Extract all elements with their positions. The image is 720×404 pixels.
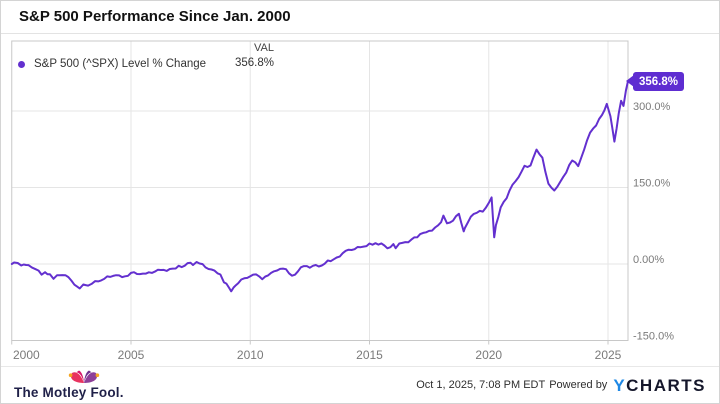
y-axis-label: 300.0% (633, 101, 671, 113)
x-axis-label: 2000 (13, 348, 40, 362)
x-axis-label: 2005 (118, 348, 145, 362)
legend-row: S&P 500 (^SPX) Level % Change (18, 57, 206, 71)
legend-series-label: S&P 500 (^SPX) Level % Change (34, 58, 207, 70)
plot-border (11, 40, 629, 341)
y-axis-label: 150.0% (633, 178, 671, 190)
motley-fool-jester-hat-icon (68, 370, 100, 383)
x-axis-label: 2020 (475, 348, 502, 362)
x-axis-label: 2015 (356, 348, 383, 362)
legend-val-header: VAL (254, 42, 274, 54)
title-bar: S&P 500 Performance Since Jan. 2000 (1, 1, 719, 34)
last-value-badge: 356.8% (626, 72, 684, 91)
ycharts-logo[interactable]: YCHARTS (613, 377, 706, 394)
powered-by-label: Powered by (549, 379, 608, 391)
y-axis-label: -150.0% (633, 331, 674, 343)
footer: The Motley Fool. Oct 1, 2025, 7:08 PM ED… (1, 366, 719, 403)
y-axis-label: 0.00% (633, 254, 664, 266)
series-dot-icon (18, 60, 25, 68)
chart-title: S&P 500 Performance Since Jan. 2000 (19, 8, 291, 25)
timestamp: Oct 1, 2025, 7:08 PM EDT (416, 379, 546, 391)
ycharts-logo-charts: CHARTS (626, 375, 706, 395)
ycharts-logo-y: Y (613, 375, 627, 395)
footer-right: Oct 1, 2025, 7:08 PM EDT Powered by YCHA… (416, 377, 706, 394)
motley-fool-logo[interactable]: The Motley Fool. (14, 370, 124, 400)
x-axis-label: 2025 (595, 348, 622, 362)
x-axis-label: 2010 (237, 348, 264, 362)
legend-val-value: 356.8% (234, 57, 274, 69)
series-line (10, 81, 629, 293)
motley-fool-wordmark: The Motley Fool. (14, 385, 124, 400)
